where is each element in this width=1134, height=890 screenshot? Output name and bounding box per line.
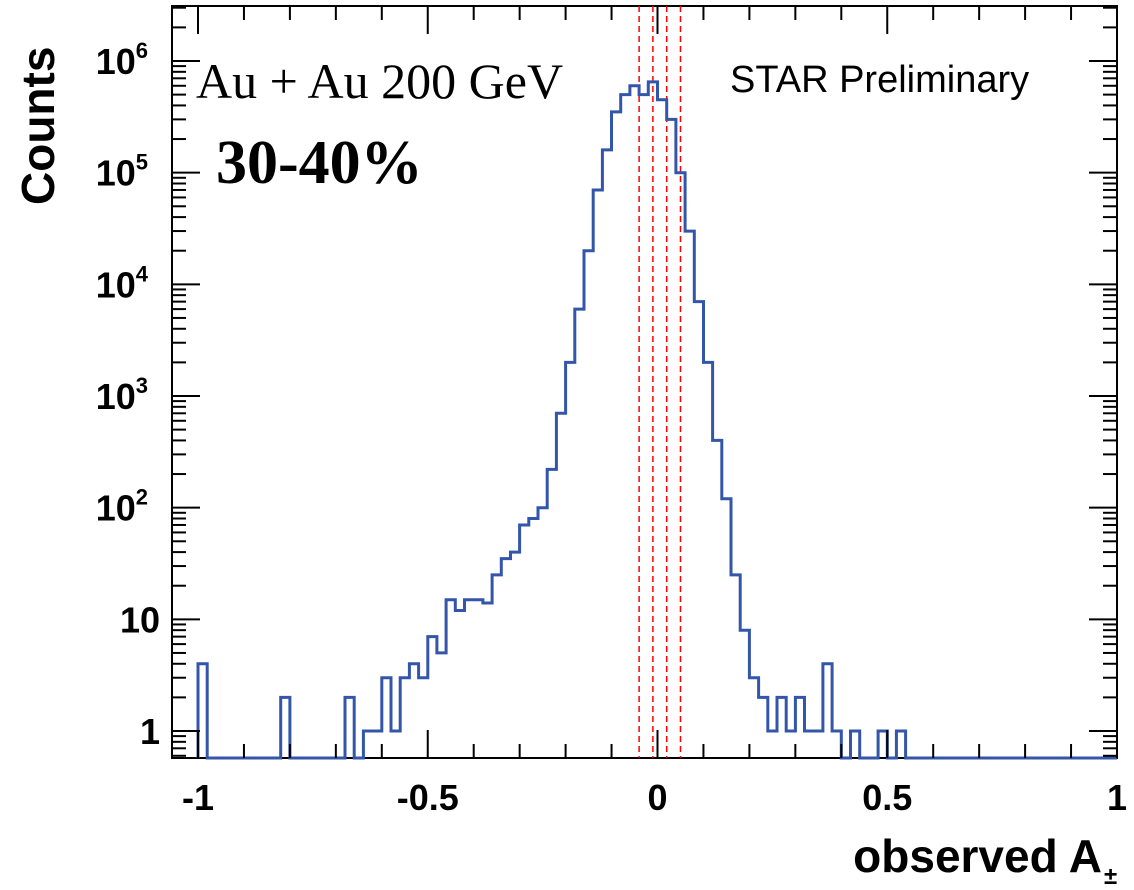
y-tick-label: 104 — [96, 261, 149, 305]
axis-ticks — [172, 6, 1118, 758]
y-tick-labels: 1 10 102 103 104 105 106 — [96, 38, 160, 752]
y-tick-label: 106 — [96, 38, 148, 82]
y-axis-title: Counts — [12, 47, 64, 205]
y-tick-label: 10 — [120, 599, 160, 640]
y-tick-label: 105 — [96, 150, 148, 194]
y-tick-label: 103 — [96, 373, 148, 417]
annotation-system: Au + Au 200 GeV — [196, 53, 563, 109]
x-tick-labels: -1 -0.5 0 0.5 1 — [182, 777, 1127, 818]
x-tick-label: -0.5 — [397, 777, 459, 818]
plot-frame — [171, 5, 1118, 759]
y-tick-label: 1 — [140, 711, 160, 752]
y-tick-label: 102 — [96, 485, 148, 529]
x-tick-label: -1 — [182, 777, 214, 818]
x-tick-label: 1 — [1107, 777, 1127, 818]
x-tick-label: 0 — [647, 777, 667, 818]
x-axis-title-subscript: ± — [1104, 863, 1117, 890]
annotation-centrality: 30-40% — [216, 129, 423, 197]
annotation-collaboration: STAR Preliminary — [730, 59, 1029, 101]
x-tick-label: 0.5 — [862, 777, 912, 818]
x-axis-title: observed A — [853, 830, 1102, 882]
vertical-lines — [638, 6, 682, 758]
